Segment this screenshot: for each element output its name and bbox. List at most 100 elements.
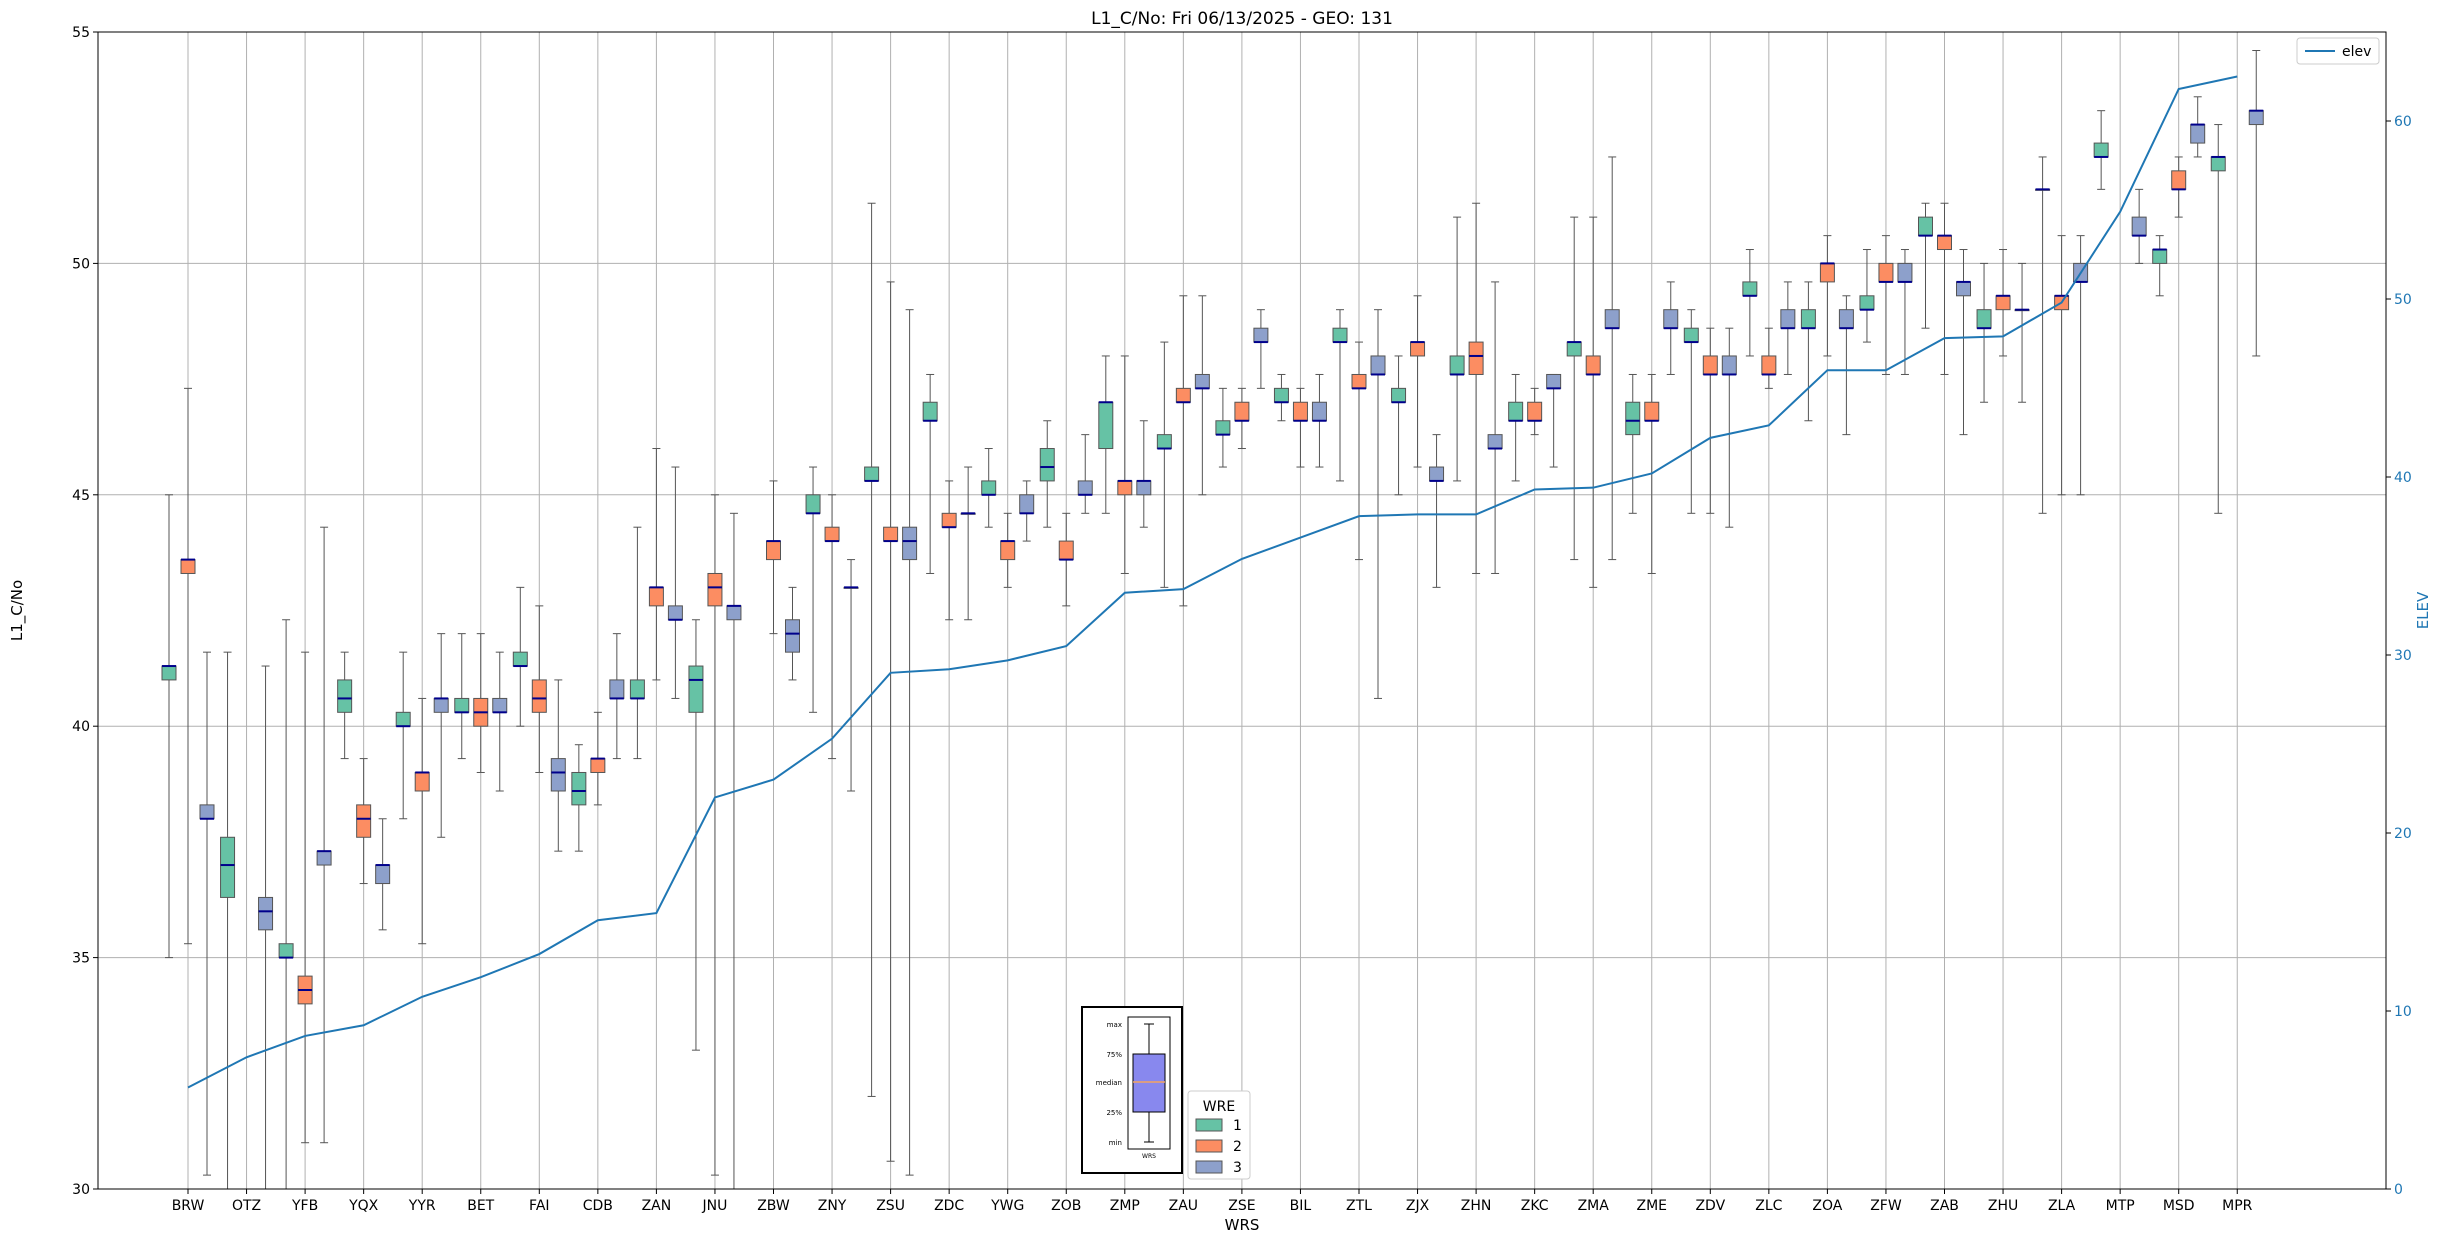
box-wre-1 [629,679,645,699]
box-wre-1 [2152,249,2168,264]
box-wre-3 [1194,373,1210,389]
wre-legend-title: WRE [1203,1099,1235,1115]
elev-line [187,75,2238,1089]
box-wre-2 [1410,341,1426,357]
box-wre-3 [609,679,625,699]
box-wre-1 [1215,420,1231,436]
box-wre-1 [1918,216,1933,237]
x-tick-label: YWG [990,1198,1024,1214]
x-tick-label: ZSU [876,1198,905,1214]
box-wre-1 [805,494,821,514]
x-axis-label: WRS [1225,1216,1260,1234]
x-tick-label: ZNY [818,1198,847,1214]
x-tick-label: ZDC [934,1198,964,1214]
x-tick-label: JNU [702,1198,728,1214]
box-wre-2 [1175,387,1191,403]
box-wre-3 [785,619,800,653]
box-wre-2 [356,804,372,838]
box-wre-1 [1508,401,1524,422]
x-tick-label: MPR [2222,1198,2253,1214]
y-tick-label: 45 [72,488,90,504]
box-wre-2 [941,512,957,528]
x-tick-label: ZBW [757,1198,790,1214]
box-wre-3 [1663,309,1679,329]
box-wre-3 [316,850,332,866]
box-wre-2 [180,559,196,574]
box-wre-1 [1332,327,1348,343]
box-wre-1 [1742,281,1758,297]
x-tick-label: ZLC [1755,1198,1782,1214]
box-wre-3 [1019,494,1035,514]
y2-tick-label: 10 [2394,1004,2412,1020]
key-label: 25% [1106,1109,1122,1117]
box-wre-1 [981,480,997,496]
x-tick-label: YQX [348,1198,379,1214]
x-tick-label: MTP [2106,1198,2135,1214]
box-wre-1 [337,679,353,713]
x-tick-label: CDB [583,1198,613,1214]
box-wre-2 [2171,170,2187,190]
box-wre-3 [2190,124,2206,144]
x-tick-label: ZMA [1578,1198,1610,1214]
box-wre-3 [258,896,274,931]
box-wre-3 [1253,327,1269,343]
y-tick-label: 50 [72,256,90,272]
y2-tick-label: 30 [2394,648,2412,664]
x-tick-label: BET [467,1198,494,1214]
wre-legend-swatch-3 [1195,1160,1223,1174]
x-tick-label: YYR [408,1198,436,1214]
wre-legend-swatch-1 [1195,1118,1223,1132]
y2-tick-label: 40 [2394,470,2412,486]
box-wre-2 [1292,401,1308,422]
x-tick-label: ZSE [1228,1198,1255,1214]
y2-tick-label: 0 [2394,1182,2403,1198]
box-wre-3 [2131,216,2147,237]
box-wre-1 [1391,387,1407,403]
y2-tick-label: 50 [2394,292,2412,308]
x-tick-label: BIL [1290,1198,1312,1214]
box-wre-1 [454,697,470,713]
box-wre-2 [1058,540,1074,561]
box-wre-1 [864,466,880,482]
y2-axis-label: ELEV [2414,591,2432,629]
box-wre-1 [1039,448,1055,482]
box-wre-1 [161,665,177,681]
box-wre-2 [1468,341,1484,375]
x-tick-label: ZMP [1110,1198,1140,1214]
key-label: min [1109,1139,1122,1147]
x-tick-label: ZOA [1812,1198,1842,1214]
x-tick-label: ZAU [1169,1198,1198,1214]
box-wre-2 [824,526,840,542]
box-wre-3 [492,697,508,713]
box-wre-3 [1546,373,1562,389]
box-wre-2 [1351,373,1367,389]
key-label: 75% [1106,1051,1122,1059]
box-wre-3 [667,605,683,621]
box-wre-2 [1995,295,2011,311]
y-axis-label: L1_C/No [8,580,27,641]
box-wre-3 [550,758,566,792]
x-tick-label: ZHN [1461,1198,1492,1214]
box-wre-3 [1136,480,1152,496]
elev-legend-label: elev [2342,44,2371,60]
x-tick-label: ZOB [1051,1198,1081,1214]
chart-title: L1_C/No: Fri 06/13/2025 - GEO: 131 [1091,9,1393,29]
box-wre-3 [1780,309,1796,329]
box-wre-1 [512,651,528,667]
box-wre-1 [1449,355,1465,375]
box-wre-1 [688,665,704,713]
box-wre-2 [531,679,547,713]
y2-tick-label: 20 [2394,826,2412,842]
box-wre-3 [2248,110,2264,126]
box-wre-2 [1527,401,1543,422]
box-wre-2 [1702,355,1718,375]
x-tick-label: ZDV [1695,1198,1725,1214]
x-tick-label: BRW [172,1198,205,1214]
box-wre-2 [1644,401,1660,422]
box-wre-3 [1429,466,1445,482]
box-wre-1 [220,836,236,898]
wre-legend-label: 2 [1233,1139,1242,1155]
y-tick-label: 40 [72,719,90,735]
box-wre-3 [1897,262,1913,283]
